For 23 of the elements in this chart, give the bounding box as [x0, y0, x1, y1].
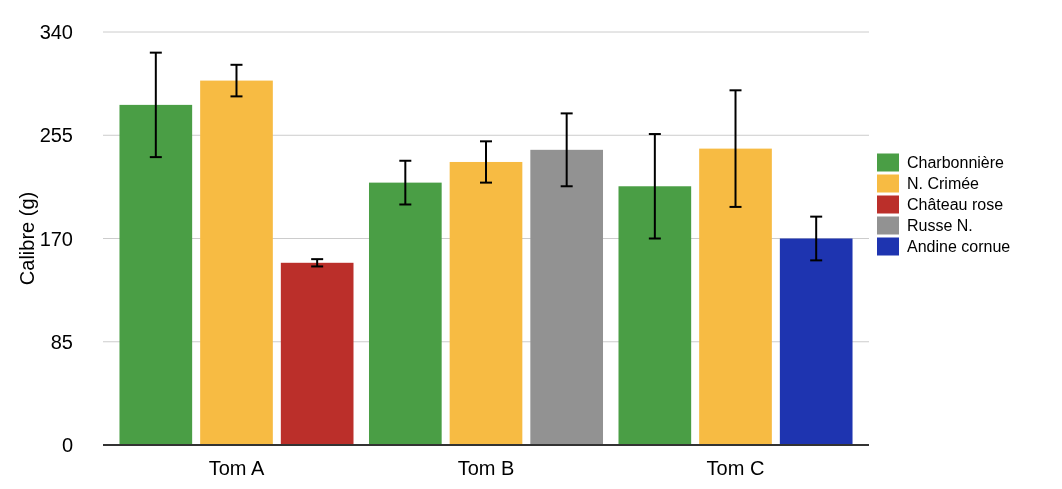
- bar: [119, 104, 193, 445]
- bar: [280, 262, 354, 445]
- y-tick-label: 340: [39, 21, 73, 43]
- legend-label: Andine cornue: [907, 238, 1011, 256]
- x-tick-label: Tom C: [706, 457, 765, 479]
- legend-label: Charbonnière: [907, 154, 1005, 172]
- bar: [200, 80, 273, 445]
- legend-label: N. Crimée: [907, 175, 980, 193]
- legend-label: Château rose: [907, 196, 1004, 214]
- x-tick-label: Tom B: [457, 457, 515, 479]
- bar: [779, 238, 853, 445]
- y-tick-label: 255: [39, 124, 73, 147]
- bar: [449, 161, 523, 445]
- legend-label: Russe N.: [907, 217, 973, 235]
- y-tick-label: 0: [61, 434, 73, 456]
- bar: [368, 182, 442, 445]
- bar: [618, 186, 692, 445]
- y-tick-label: 85: [50, 330, 73, 353]
- x-tick-label: Tom A: [208, 457, 265, 479]
- bar: [699, 148, 772, 445]
- bar: [530, 149, 604, 445]
- y-axis-title: Calibre (g): [16, 191, 38, 286]
- y-tick-label: 170: [39, 227, 73, 250]
